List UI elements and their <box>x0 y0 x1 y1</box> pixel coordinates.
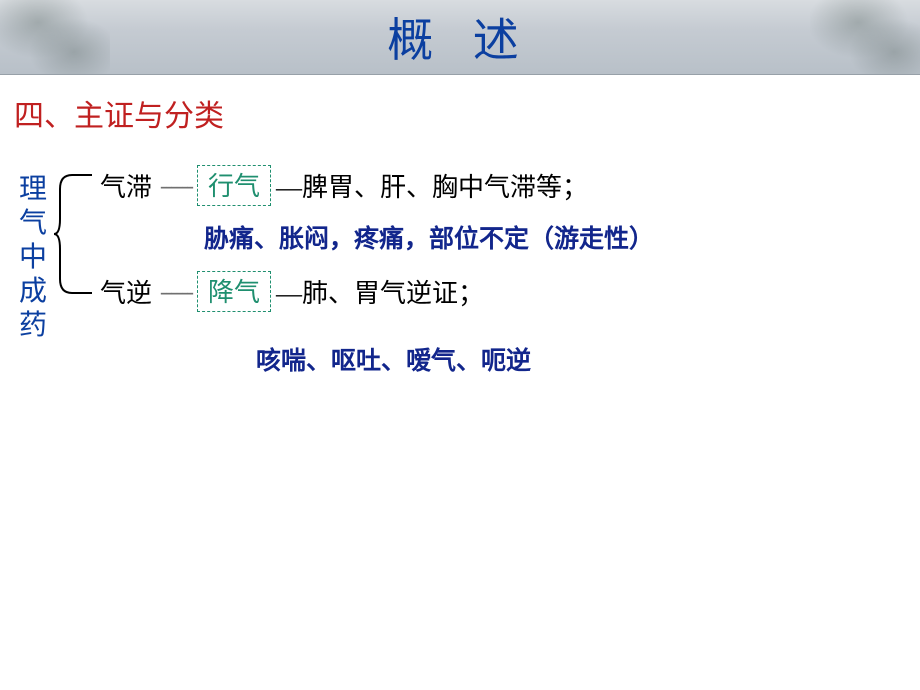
bracket-icon <box>54 169 94 299</box>
boxed-action: 行气 <box>197 165 271 206</box>
banner-ornament-right <box>810 0 920 74</box>
branch-description-2: 咳喘、呕吐、嗳气、呃逆 <box>256 341 531 377</box>
branch-row-qini: 气逆 ------ 降气 —肺、胃气逆证； <box>100 271 486 312</box>
section-heading: 四、主证与分类 <box>0 75 920 135</box>
banner-ornament-left <box>0 0 110 74</box>
connector-dashes: ------ <box>160 173 192 199</box>
branch-term: 气逆 <box>100 273 152 310</box>
diagram-content: 理气中成药 气滞 ------ 行气 —脾胃、肝、胸中气滞等； 胁痛、胀闷，疼痛… <box>0 163 920 423</box>
vertical-category-label: 理气中成药 <box>18 173 48 343</box>
branch-tail: —肺、胃气逆证； <box>276 273 484 310</box>
banner-header: 概 述 <box>0 0 920 75</box>
page-title: 概 述 <box>387 4 533 70</box>
branch-row-qizhi: 气滞 ------ 行气 —脾胃、肝、胸中气滞等； <box>100 165 590 206</box>
connector-dashes: ------ <box>160 279 192 305</box>
branch-tail: —脾胃、肝、胸中气滞等； <box>276 167 588 204</box>
branch-term: 气滞 <box>100 167 152 204</box>
branch-description-1: 胁痛、胀闷，疼痛，部位不定（游走性） <box>204 219 654 255</box>
boxed-action: 降气 <box>197 271 271 312</box>
